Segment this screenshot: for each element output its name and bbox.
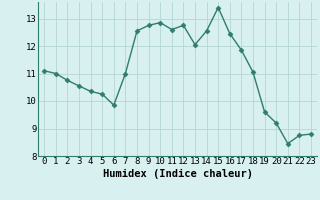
X-axis label: Humidex (Indice chaleur): Humidex (Indice chaleur)	[103, 169, 252, 179]
